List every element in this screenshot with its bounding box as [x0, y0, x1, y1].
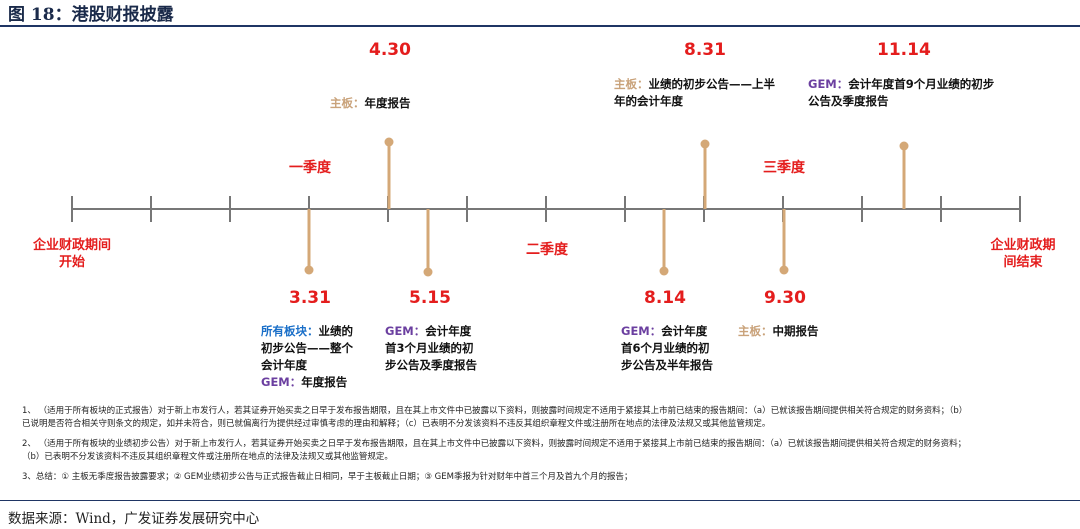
note-3: 3、总结：① 主板无季度报告披露要求；② GEM业绩初步公告与正式报告截止日相同… — [22, 471, 1062, 484]
desc-line: 年度报告 — [364, 96, 411, 110]
event-dot — [899, 141, 909, 151]
event-desc-0930: 主板：中期报告 — [738, 323, 848, 340]
figure-title: 图 18：港股财报披露 — [8, 5, 174, 25]
event-date-0930: 9.30 — [764, 288, 806, 308]
note-line: 3、总结：① 主板无季度报告披露要求；② GEM业绩初步公告与正式报告截止日相同… — [22, 472, 633, 482]
note-line: （b）已表明不分发该资料不违反其组织章程文件或注册所在地点的法律及法规又或其他监… — [22, 452, 393, 462]
event-date-0814: 8.14 — [644, 288, 686, 308]
event-desc-0331: 所有板块：业绩的 初步公告——整个 会计年度 GEM：年度报告 — [261, 323, 381, 391]
event-date-0331: 3.31 — [289, 288, 331, 308]
fiscal-period-end-label: 企业财政期 间结束 — [978, 237, 1068, 271]
desc-line: 首6个月业绩的初 — [621, 341, 710, 355]
tag-gem: GEM： — [808, 77, 849, 91]
event-desc-0831: 主板：业绩的初步公告——上半 年的会计年度 — [614, 76, 794, 110]
desc-line: 步公告及季度报告 — [385, 358, 477, 372]
source-line: 数据来源：Wind，广发证券发展研究中心 — [8, 511, 260, 527]
event-stems — [304, 137, 909, 277]
note-line: 已说明是否符合相关守则条文的规定，如并未符合，则已就偏离行为提供经过审慎考虑的理… — [22, 419, 771, 429]
event-date-0515: 5.15 — [409, 288, 451, 308]
desc-line: 首3个月业绩的初 — [385, 341, 474, 355]
event-date-1114: 11.14 — [877, 40, 931, 60]
tag-gem: GEM： — [261, 375, 302, 389]
desc-line: 步公告及半年报告 — [621, 358, 713, 372]
event-dot — [700, 139, 710, 149]
note-line: 1、 （适用于所有板块的正式报告）对于新上市发行人，若其证券开始买卖之日早于发布… — [22, 406, 968, 416]
event-desc-0430: 主板：年度报告 — [330, 95, 440, 112]
fiscal-period-start-label: 企业财政期间 开始 — [22, 237, 122, 271]
end-line-1: 企业财政期 — [990, 238, 1056, 253]
tag-all-boards: 所有板块： — [261, 324, 319, 338]
desc-line: 业绩的 — [318, 324, 354, 338]
quarter-label-q2: 二季度 — [526, 242, 568, 258]
event-dot — [779, 265, 789, 275]
note-1: 1、 （适用于所有板块的正式报告）对于新上市发行人，若其证券开始买卖之日早于发布… — [22, 405, 1062, 431]
note-2: 2、 （适用于所有板块的业绩初步公告）对于新上市发行人，若其证券开始买卖之日早于… — [22, 438, 1062, 464]
event-desc-0515: GEM：会计年度 首3个月业绩的初 步公告及季度报告 — [385, 323, 505, 374]
top-rule — [0, 25, 1080, 27]
end-line-2: 间结束 — [1003, 255, 1043, 270]
bottom-rule — [0, 500, 1080, 501]
event-dot — [423, 267, 433, 277]
desc-line: 年的会计年度 — [614, 94, 683, 108]
tag-main-board: 主板： — [738, 324, 773, 338]
desc-line: 初步公告——整个 — [261, 341, 353, 355]
tag-main-board: 主板： — [614, 77, 649, 91]
desc-line: 业绩的初步公告——上半 — [648, 77, 776, 91]
quarter-label-q3: 三季度 — [763, 160, 805, 176]
event-desc-1114: GEM：会计年度首9个月业绩的初步 公告及季度报告 — [808, 76, 1038, 110]
event-date-0831: 8.31 — [684, 40, 726, 60]
tag-gem: GEM： — [385, 324, 426, 338]
desc-line: 会计年度 — [261, 358, 307, 372]
tag-gem: GEM： — [621, 324, 662, 338]
desc-line: 年度报告 — [301, 375, 348, 389]
desc-line: 会计年度 — [661, 324, 708, 338]
event-desc-0814: GEM：会计年度 首6个月业绩的初 步公告及半年报告 — [621, 323, 741, 374]
event-dot — [384, 137, 394, 147]
desc-line: 公告及季度报告 — [808, 94, 889, 108]
start-line-1: 企业财政期间 — [32, 238, 111, 253]
desc-line: 会计年度 — [425, 324, 472, 338]
start-line-2: 开始 — [58, 255, 85, 270]
note-line: 2、 （适用于所有板块的业绩初步公告）对于新上市发行人，若其证券开始买卖之日早于… — [22, 439, 967, 449]
desc-line: 中期报告 — [772, 324, 819, 338]
quarter-label-q1: 一季度 — [289, 160, 331, 176]
event-date-0430: 4.30 — [369, 40, 411, 60]
event-dot — [659, 266, 669, 276]
event-dot — [304, 265, 314, 275]
desc-line: 会计年度首9个月业绩的初步 — [848, 77, 995, 91]
tag-main-board: 主板： — [330, 96, 365, 110]
